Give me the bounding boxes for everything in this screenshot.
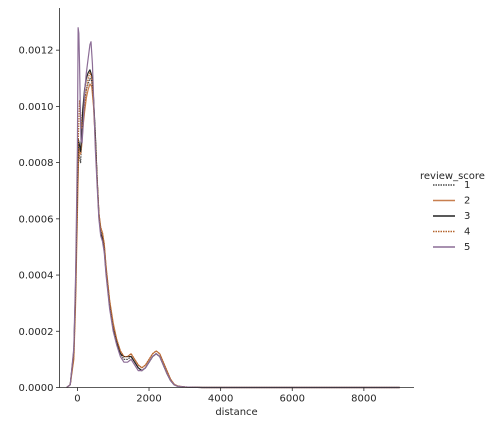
legend-entries: 1 2 3 4 5 [433, 180, 470, 253]
x-axis-label: distance [215, 407, 257, 418]
legend: review_score 1 2 3 4 5 [420, 171, 485, 253]
legend-title: review_score [420, 171, 485, 182]
series-line-5 [66, 27, 400, 389]
y-tick-label: 0.0000 [19, 383, 54, 394]
x-tick-label: 2000 [136, 394, 161, 405]
x-ticks: 0 2000 4000 6000 8000 [74, 387, 377, 405]
legend-label-5: 5 [464, 242, 470, 253]
y-tick-label: 0.0008 [19, 158, 54, 169]
y-tick-label: 0.0006 [19, 214, 54, 225]
y-tick-label: 0.0012 [19, 46, 54, 57]
y-ticks: 0.0000 0.0002 0.0004 0.0006 0.0008 0.0010 0.00… [19, 46, 60, 394]
legend-label-3: 3 [464, 211, 470, 222]
legend-label-4: 4 [464, 227, 470, 238]
legend-label-2: 2 [464, 196, 470, 207]
x-tick-label: 6000 [280, 394, 305, 405]
x-tick-label: 0 [74, 394, 80, 405]
series-line-4 [66, 72, 400, 389]
plot-lines [66, 27, 400, 389]
x-tick-label: 8000 [351, 394, 376, 405]
x-tick-label: 4000 [208, 394, 233, 405]
y-tick-label: 0.0004 [19, 271, 54, 282]
y-tick-label: 0.0002 [19, 327, 54, 338]
legend-label-1: 1 [464, 180, 470, 191]
y-tick-label: 0.0010 [19, 102, 54, 113]
